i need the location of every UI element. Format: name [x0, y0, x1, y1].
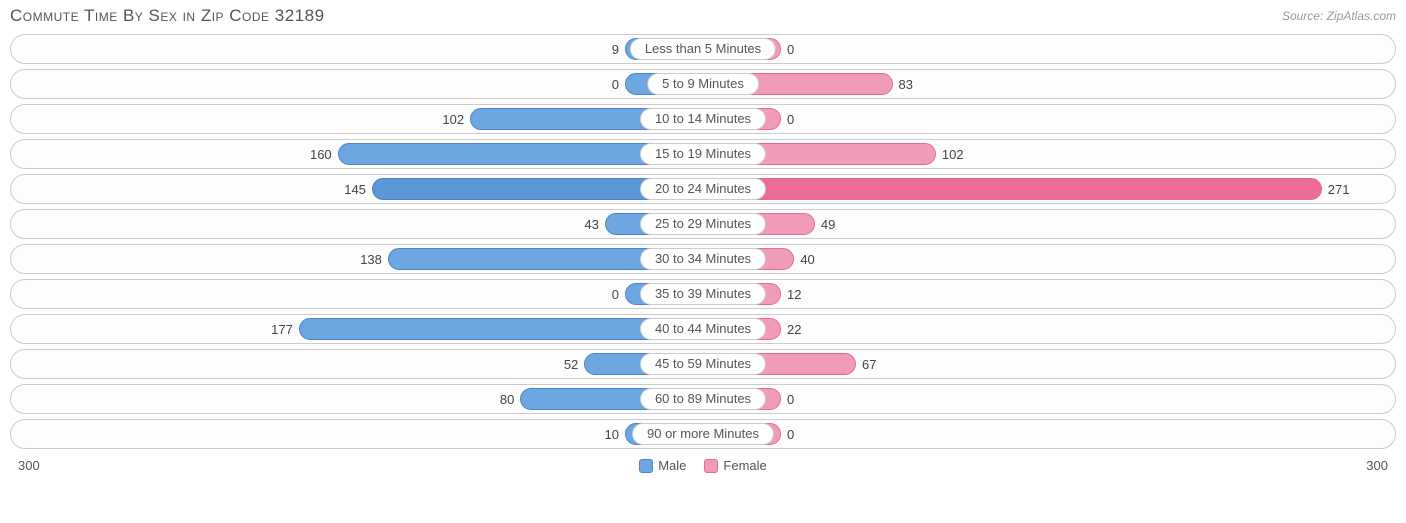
male-value: 0: [612, 280, 619, 310]
category-label: 30 to 34 Minutes: [640, 248, 766, 270]
category-label: 35 to 39 Minutes: [640, 283, 766, 305]
category-label: 10 to 14 Minutes: [640, 108, 766, 130]
male-value: 0: [612, 70, 619, 100]
male-swatch-icon: [639, 459, 653, 473]
chart-row: 145 271 20 to 24 Minutes: [10, 174, 1396, 204]
chart-footer: 300 Male Female 300: [0, 454, 1406, 473]
category-label: 90 or more Minutes: [632, 423, 774, 445]
category-label: 45 to 59 Minutes: [640, 353, 766, 375]
legend-female: Female: [704, 458, 766, 473]
chart-area: 9 0 Less than 5 Minutes 0 83 5 to 9 Minutes 10…: [0, 34, 1406, 449]
category-label: 15 to 19 Minutes: [640, 143, 766, 165]
chart-row: 10 0 90 or more Minutes: [10, 419, 1396, 449]
male-value: 138: [360, 245, 382, 275]
legend-male: Male: [639, 458, 686, 473]
axis-max-left: 300: [18, 458, 40, 473]
chart-row: 52 67 45 to 59 Minutes: [10, 349, 1396, 379]
female-swatch-icon: [704, 459, 718, 473]
male-value: 145: [344, 175, 366, 205]
female-value: 49: [821, 210, 835, 240]
chart-row: 177 22 40 to 44 Minutes: [10, 314, 1396, 344]
legend-male-label: Male: [658, 458, 686, 473]
male-value: 52: [564, 350, 578, 380]
male-value: 102: [442, 105, 464, 135]
female-value: 271: [1328, 175, 1350, 205]
male-value: 43: [584, 210, 598, 240]
category-label: 5 to 9 Minutes: [647, 73, 759, 95]
axis-max-right: 300: [1366, 458, 1388, 473]
category-label: 40 to 44 Minutes: [640, 318, 766, 340]
male-value: 10: [605, 420, 619, 450]
female-value: 83: [899, 70, 913, 100]
female-value: 22: [787, 315, 801, 345]
female-value: 0: [787, 35, 794, 65]
chart-row: 160 102 15 to 19 Minutes: [10, 139, 1396, 169]
female-value: 12: [787, 280, 801, 310]
category-label: 20 to 24 Minutes: [640, 178, 766, 200]
legend: Male Female: [40, 458, 1367, 473]
male-value: 80: [500, 385, 514, 415]
chart-title: Commute Time By Sex in Zip Code 32189: [10, 6, 325, 26]
female-value: 67: [862, 350, 876, 380]
chart-row: 138 40 30 to 34 Minutes: [10, 244, 1396, 274]
chart-row: 102 0 10 to 14 Minutes: [10, 104, 1396, 134]
category-label: 25 to 29 Minutes: [640, 213, 766, 235]
male-value: 9: [612, 35, 619, 65]
legend-female-label: Female: [723, 458, 766, 473]
male-value: 177: [271, 315, 293, 345]
chart-header: Commute Time By Sex in Zip Code 32189 So…: [0, 0, 1406, 34]
chart-row: 0 83 5 to 9 Minutes: [10, 69, 1396, 99]
chart-row: 9 0 Less than 5 Minutes: [10, 34, 1396, 64]
chart-row: 80 0 60 to 89 Minutes: [10, 384, 1396, 414]
chart-row: 43 49 25 to 29 Minutes: [10, 209, 1396, 239]
chart-row: 0 12 35 to 39 Minutes: [10, 279, 1396, 309]
category-label: 60 to 89 Minutes: [640, 388, 766, 410]
male-value: 160: [310, 140, 332, 170]
female-bar: [703, 178, 1322, 200]
female-value: 0: [787, 420, 794, 450]
category-label: Less than 5 Minutes: [630, 38, 776, 60]
female-value: 0: [787, 385, 794, 415]
female-value: 102: [942, 140, 964, 170]
chart-source: Source: ZipAtlas.com: [1282, 9, 1396, 23]
female-value: 0: [787, 105, 794, 135]
female-value: 40: [800, 245, 814, 275]
